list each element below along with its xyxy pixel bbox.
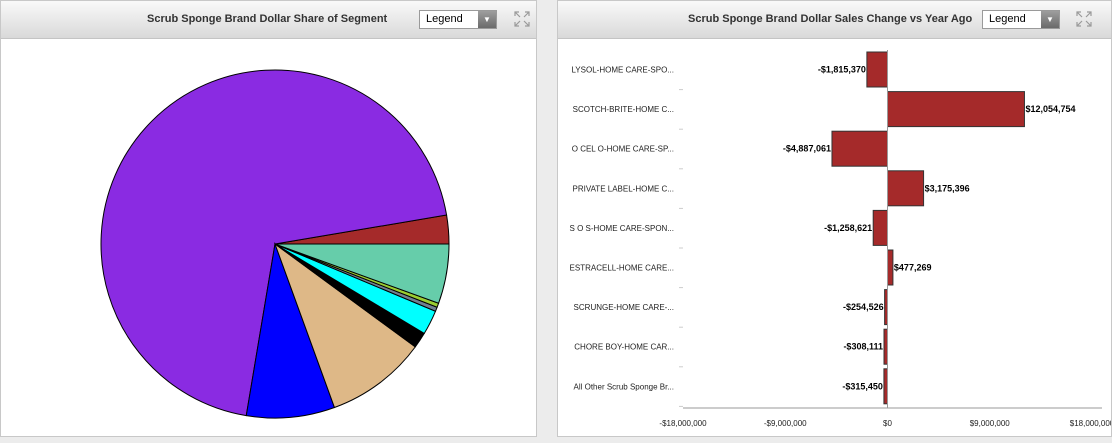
bar-chart: -$18,000,000 -$9,000,000 $0 $9,000,000 $18,0… (570, 50, 1112, 428)
data-label: $3,175,396 (925, 183, 970, 193)
data-label: $12,054,754 (1025, 104, 1075, 114)
category-label: SCOTCH-BRITE-HOME C... (573, 105, 674, 114)
data-label: $477,269 (894, 263, 932, 273)
category-label: CHORE BOY-HOME CAR... (574, 343, 674, 352)
pie-slice[interactable] (273, 242, 417, 409)
legend-dropdown[interactable]: Legend ▼ (419, 10, 497, 29)
bar[interactable] (883, 328, 888, 365)
data-label: -$315,450 (842, 381, 883, 391)
pie-slice[interactable] (100, 69, 448, 417)
bar[interactable] (831, 130, 889, 167)
x-tick-label: -$18,000,000 (659, 419, 707, 428)
bar[interactable] (866, 51, 889, 88)
bar[interactable] (872, 209, 889, 246)
category-label: LYSOL-HOME CARE-SPO... (571, 66, 674, 75)
x-tick-label: $9,000,000 (970, 419, 1011, 428)
pie-chart (100, 69, 450, 419)
category-label: SCRUNGE-HOME CARE-... (574, 303, 674, 312)
pie-slice[interactable] (245, 242, 336, 419)
expand-icon[interactable] (513, 10, 531, 28)
bar[interactable] (887, 170, 925, 207)
legend-dropdown[interactable]: Legend ▼ (982, 10, 1060, 29)
x-tick-label: $0 (883, 419, 892, 428)
category-label: ESTRACELL-HOME CARE... (570, 264, 674, 273)
category-label: PRIVATE LABEL-HOME C... (572, 184, 674, 193)
legend-dropdown-label: Legend (989, 13, 1026, 25)
expand-icon[interactable] (1075, 10, 1093, 28)
category-label: All Other Scrub Sponge Br... (574, 382, 675, 391)
share-of-segment-panel: Scrub Sponge Brand Dollar Share of Segme… (0, 0, 537, 437)
panel-title: Scrub Sponge Brand Dollar Share of Segme… (147, 13, 388, 25)
panel-header: Scrub Sponge Brand Dollar Share of Segme… (1, 1, 536, 39)
bar[interactable] (887, 91, 1025, 128)
legend-dropdown-label: Legend (426, 13, 463, 25)
chevron-down-icon: ▼ (1041, 11, 1059, 28)
data-label: -$1,815,370 (818, 65, 866, 75)
data-label: -$1,258,621 (824, 223, 872, 233)
category-label: O CEL O-HOME CARE-SP... (572, 145, 674, 154)
data-label: -$308,111 (843, 342, 883, 352)
sales-change-panel: Scrub Sponge Brand Dollar Sales Change v… (557, 0, 1112, 437)
bar[interactable] (883, 368, 889, 405)
panel-title: Scrub Sponge Brand Dollar Sales Change v… (688, 13, 973, 25)
category-label: S O S-HOME CARE-SPON... (570, 224, 674, 233)
chevron-down-icon: ▼ (478, 11, 496, 28)
pie-slice[interactable] (274, 243, 450, 304)
data-label: -$254,526 (843, 302, 884, 312)
x-tick-label: $18,000,000 (1070, 419, 1112, 428)
x-tick-label: -$9,000,000 (764, 419, 807, 428)
panel-header: Scrub Sponge Brand Dollar Sales Change v… (558, 1, 1111, 39)
data-label: -$4,887,061 (783, 144, 831, 154)
bar[interactable] (887, 249, 894, 286)
